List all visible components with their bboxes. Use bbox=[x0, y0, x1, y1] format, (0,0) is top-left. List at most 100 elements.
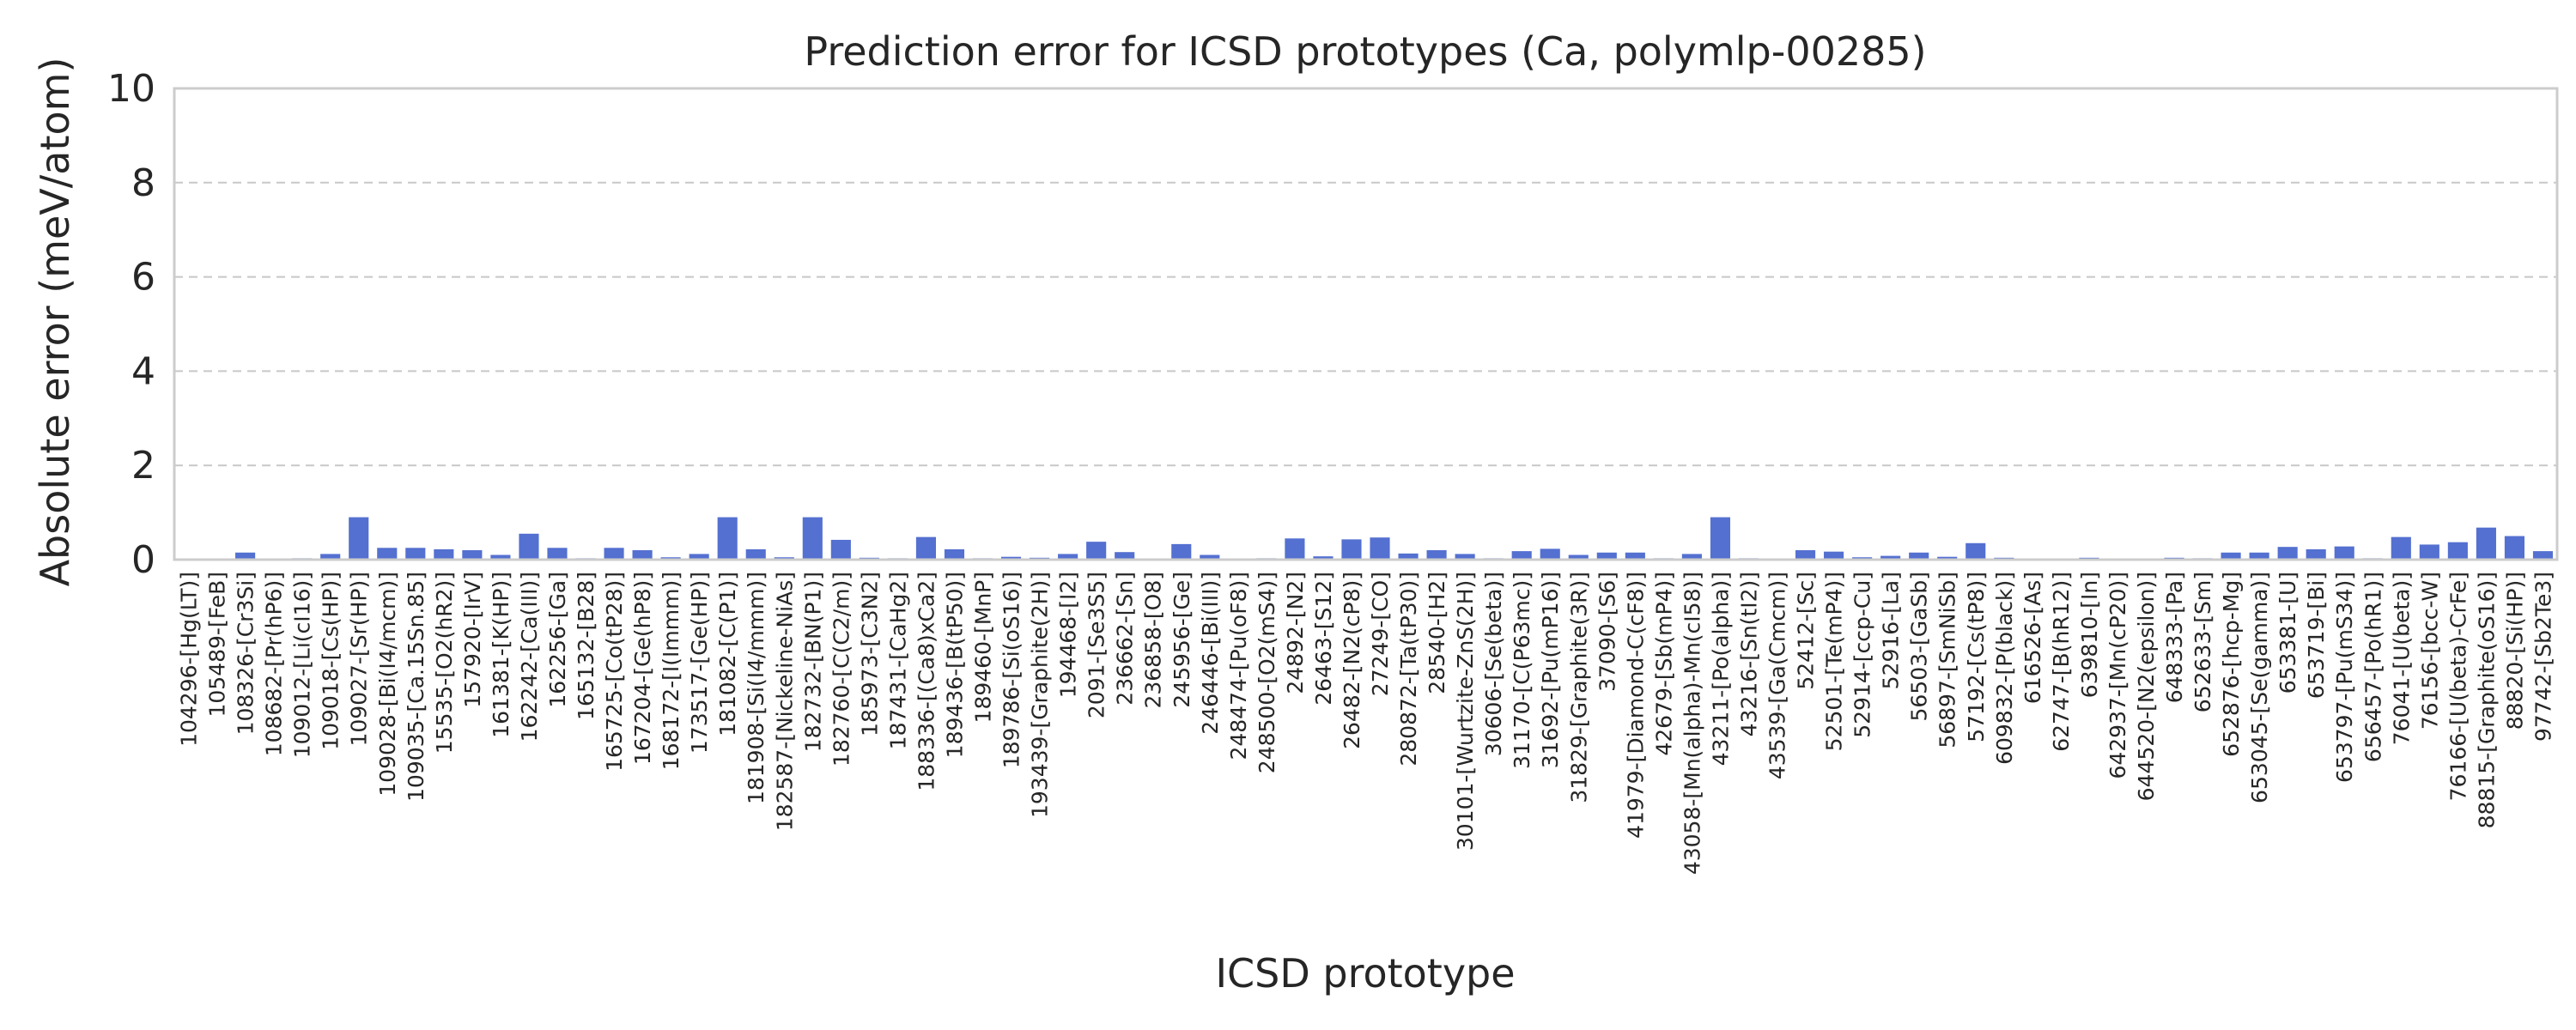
x-tick-label: 27249-[CO] bbox=[1368, 572, 1393, 696]
bar bbox=[1909, 552, 1929, 560]
bar bbox=[1824, 551, 1844, 560]
x-tick-label: 88815-[Graphite(oS16)] bbox=[2474, 572, 2499, 828]
bar bbox=[915, 536, 937, 560]
bar bbox=[1511, 551, 1532, 560]
x-tick-label: 280872-[Ta(tP30)] bbox=[1396, 572, 1421, 766]
x-tick-label: 246446-[Bi(III)] bbox=[1198, 572, 1223, 735]
bar bbox=[745, 548, 766, 560]
bar bbox=[632, 550, 653, 560]
x-tick-label: 108326-[Cr3Si] bbox=[234, 572, 258, 735]
bar bbox=[1285, 538, 1305, 560]
x-tick-label: 189460-[MnP] bbox=[971, 572, 996, 723]
x-tick-label: 43539-[Ga(Cmcm)] bbox=[1765, 572, 1790, 779]
x-tick-label: 31170-[C(P63mc)] bbox=[1510, 572, 1534, 769]
bar bbox=[802, 517, 823, 560]
bar bbox=[2306, 548, 2326, 560]
y-tick-label: 0 bbox=[131, 538, 155, 582]
bar bbox=[490, 554, 511, 560]
x-tick-label: 76041-[U(beta)] bbox=[2389, 572, 2414, 745]
x-tick-label: 167204-[Ge(hP8)] bbox=[630, 572, 655, 765]
x-tick-label: 162256-[Ga] bbox=[545, 572, 570, 708]
y-tick-label: 2 bbox=[131, 444, 155, 488]
x-tick-label: 161381-[K(HP)] bbox=[489, 572, 513, 738]
x-tick-label: 187431-[CaHg2] bbox=[885, 572, 910, 749]
x-tick-label: 28540-[H2] bbox=[1425, 572, 1449, 694]
x-tick-label: 653045-[Se(gamma)] bbox=[2247, 572, 2272, 803]
x-tick-label: 105489-[FeB] bbox=[205, 572, 230, 718]
y-tick-label: 4 bbox=[131, 349, 155, 393]
x-tick-label: 157920-[IrV] bbox=[460, 572, 485, 708]
x-tick-label: 26463-[S12] bbox=[1311, 572, 1336, 706]
x-tick-label: 182760-[C(C2/m)] bbox=[829, 572, 854, 766]
x-tick-label: 31692-[Pu(mP16)] bbox=[1538, 572, 1563, 768]
x-tick-label: 165725-[Co(tP28)] bbox=[602, 572, 627, 772]
x-tick-label: 76166-[U(beta)-CrFe] bbox=[2445, 572, 2470, 801]
x-tick-label: 173517-[Ge(HP)] bbox=[687, 572, 712, 754]
x-tick-label: 30606-[Se(beta)] bbox=[1481, 572, 1506, 756]
bar bbox=[1398, 553, 1419, 560]
bar bbox=[689, 554, 709, 560]
bar bbox=[2277, 547, 2298, 560]
bar bbox=[1370, 537, 1390, 560]
x-tick-label: 652633-[Sm] bbox=[2190, 572, 2215, 712]
x-tick-label: 653381-[U] bbox=[2275, 572, 2300, 694]
x-tick-label: 181908-[Si(I4/mmm)] bbox=[744, 572, 769, 804]
chart-title: Prediction error for ICSD prototypes (Ca… bbox=[804, 28, 1926, 75]
bar bbox=[1965, 542, 1986, 560]
bar bbox=[462, 550, 483, 560]
bar bbox=[2447, 542, 2468, 560]
bar bbox=[2221, 552, 2241, 560]
x-tick-label: 41979-[Diamond-C(cF8)] bbox=[1623, 572, 1648, 839]
bar bbox=[1000, 556, 1022, 560]
bar bbox=[1455, 554, 1475, 560]
x-tick-label: 653719-[Bi] bbox=[2304, 572, 2329, 699]
bar bbox=[1200, 554, 1220, 560]
bars bbox=[178, 517, 2554, 560]
bar bbox=[349, 517, 369, 560]
bar bbox=[830, 539, 851, 560]
x-tick-label: 108682-[Pr(hP6)] bbox=[262, 572, 287, 756]
bar bbox=[1937, 556, 1958, 560]
x-tick-label: 181082-[C(P1)] bbox=[715, 572, 740, 736]
bar bbox=[2419, 544, 2439, 560]
x-tick-label: 189436-[B(tP50)] bbox=[942, 572, 967, 758]
x-tick-label: 109018-[Cs(HP)] bbox=[319, 572, 343, 750]
y-axis-label: Absolute error (meV/atom) bbox=[32, 58, 78, 587]
bar bbox=[1426, 550, 1447, 560]
bar bbox=[1625, 552, 1645, 560]
x-tick-label: 30101-[Wurtzite-ZnS(2H)] bbox=[1453, 572, 1478, 851]
y-tick-label: 6 bbox=[131, 256, 155, 300]
x-tick-label: 97742-[Sb2Te3] bbox=[2530, 572, 2555, 742]
bar bbox=[519, 533, 539, 560]
bar bbox=[235, 552, 256, 560]
x-tick-labels: 104296-[Hg(LT)] 105489-[FeB] 108326-[Cr3Si… bbox=[177, 572, 2556, 875]
x-tick-label: 609832-[P(black)] bbox=[1992, 572, 2017, 765]
x-tick-label: 15535-[O2(hR2)] bbox=[432, 572, 457, 754]
bar bbox=[1313, 556, 1334, 560]
x-tick-label: 57192-[Cs(tP8)] bbox=[1964, 572, 1989, 742]
x-tick-label: 109027-[Sr(HP)] bbox=[347, 572, 372, 747]
x-tick-label: 165132-[B28] bbox=[574, 572, 598, 720]
bar bbox=[2476, 527, 2496, 560]
y-tick-label: 8 bbox=[131, 161, 155, 205]
bar bbox=[1795, 550, 1816, 560]
x-tick-label: 56897-[SmNiSb] bbox=[1935, 572, 1960, 748]
x-tick-label: 656457-[Po(hR1)] bbox=[2360, 572, 2385, 762]
x-tick-label: 182587-[Nickeline-NiAs] bbox=[772, 572, 797, 831]
x-tick-label: 188336-[(Ca8)xCa2] bbox=[914, 572, 939, 791]
x-tick-label: 37090-[S6] bbox=[1595, 572, 1619, 692]
bar bbox=[1710, 517, 1731, 560]
x-tick-label: 26482-[N2(cP8)] bbox=[1340, 572, 1364, 749]
gridlines bbox=[174, 181, 2557, 467]
x-tick-label: 642937-[Mn(cP20)] bbox=[2105, 572, 2130, 779]
x-tick-label: 52501-[Te(mP4)] bbox=[1822, 572, 1847, 751]
x-tick-label: 168172-[I(Immm)] bbox=[659, 572, 683, 770]
x-tick-label: 236662-[Sn] bbox=[1113, 572, 1138, 706]
bar bbox=[1681, 554, 1702, 560]
x-tick-label: 43216-[Sn(tI2)] bbox=[1736, 572, 1761, 736]
x-tick-label: 109028-[Bi(I4/mcm)] bbox=[375, 572, 400, 797]
x-tick-label: 104296-[Hg(LT)] bbox=[177, 572, 202, 747]
bar bbox=[377, 548, 398, 560]
x-tick-label: 62747-[B(hR12)] bbox=[2049, 572, 2074, 752]
